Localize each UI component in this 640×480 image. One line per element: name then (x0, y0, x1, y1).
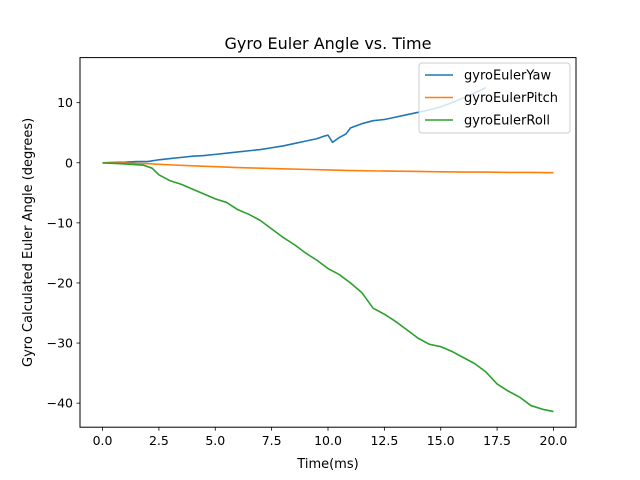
legend-box (418, 62, 571, 134)
y-tick-label: −30 (47, 336, 73, 351)
x-tick-label: 15.0 (427, 433, 455, 448)
x-tick-label: 5.0 (205, 433, 225, 448)
x-tick-label: 7.5 (262, 433, 282, 448)
y-tick-label: 10 (57, 95, 73, 110)
x-tick-label: 10.0 (314, 433, 342, 448)
chart-title: Gyro Euler Angle vs. Time (225, 34, 432, 53)
series-line-2 (102, 161, 554, 413)
legend-label-2: gyroEulerRoll (464, 114, 550, 129)
y-tick-label: −20 (47, 275, 73, 290)
legend-label-0: gyroEulerYaw (464, 69, 551, 84)
y-tick-label: −40 (47, 396, 73, 411)
legend-label-1: gyroEulerPitch (464, 91, 558, 106)
y-tick-layer: 10 0 −10 −20 −30 −40 (47, 95, 80, 411)
y-tick-label: 0 (65, 155, 73, 170)
x-tick-label: 0.0 (93, 433, 113, 448)
x-tick-label: 20.0 (540, 433, 568, 448)
y-tick-label: −10 (47, 215, 73, 230)
series-line-0 (102, 86, 487, 164)
legend: gyroEulerYaw gyroEulerPitch gyroEulerRoll (418, 62, 571, 134)
x-tick-label: 2.5 (149, 433, 169, 448)
x-tick-label: 17.5 (483, 433, 511, 448)
x-axis-label: Time(ms) (296, 457, 358, 472)
x-tick-label: 12.5 (370, 433, 398, 448)
series-line-1 (102, 161, 554, 174)
x-tick-layer: 0.0 2.5 5.0 7.5 10.0 12.5 15.0 17.5 20.0 (93, 427, 568, 448)
series-layer (102, 86, 554, 413)
y-axis-label: Gyro Calculated Euler Angle (degrees) (21, 118, 36, 367)
